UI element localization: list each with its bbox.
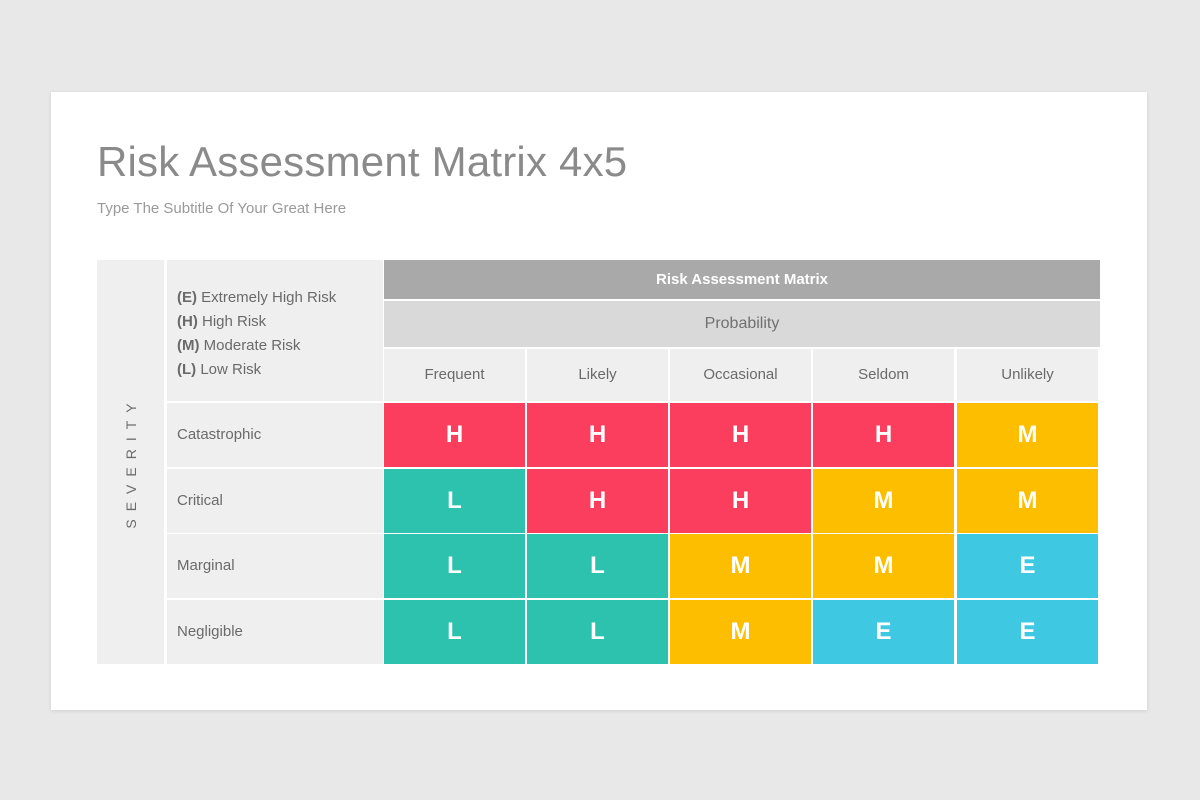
legend-item: (M) Moderate Risk	[177, 334, 336, 358]
risk-cell: M	[957, 403, 1098, 467]
legend-code: (H)	[177, 313, 198, 330]
severity-column: SEVERITY	[97, 260, 164, 664]
risk-cell: H	[527, 403, 668, 467]
risk-cell: L	[384, 469, 525, 533]
legend-item: (H) High Risk	[177, 310, 336, 334]
legend-text: High Risk	[197, 313, 267, 330]
slide: Risk Assessment Matrix 4x5 Type The Subt…	[51, 92, 1147, 710]
risk-cell: E	[957, 600, 1098, 664]
legend-code: (L)	[177, 361, 197, 378]
risk-cell: L	[527, 534, 668, 598]
slide-subtitle: Type The Subtitle Of Your Great Here	[97, 200, 347, 217]
risk-cell: M	[813, 469, 954, 533]
row-label-marginal: Marginal	[167, 534, 383, 598]
legend-code: (M)	[177, 337, 200, 354]
column-header-seldom: Seldom	[813, 349, 954, 401]
legend-text: Extremely High Risk	[197, 289, 337, 306]
risk-cell: H	[670, 403, 811, 467]
risk-cell: L	[384, 600, 525, 664]
risk-cell: E	[957, 534, 1098, 598]
risk-cell: E	[813, 600, 954, 664]
legend-item: (L) Low Risk	[177, 358, 336, 382]
legend-text: Moderate Risk	[199, 337, 301, 354]
risk-cell: H	[670, 469, 811, 533]
risk-cell: M	[813, 534, 954, 598]
probability-header: Probability	[384, 301, 1100, 347]
severity-label: SEVERITY	[122, 395, 139, 529]
risk-legend: (E) Extremely High Risk (H) High Risk (M…	[167, 260, 383, 401]
risk-cell: M	[957, 469, 1098, 533]
row-label-negligible: Negligible	[167, 600, 383, 664]
column-header-frequent: Frequent	[384, 349, 525, 401]
row-label-catastrophic: Catastrophic	[167, 403, 383, 467]
risk-cell: H	[384, 403, 525, 467]
legend-text: Low Risk	[196, 361, 262, 378]
risk-cell: L	[527, 600, 668, 664]
risk-cell: M	[670, 534, 811, 598]
risk-cell: L	[384, 534, 525, 598]
row-label-critical: Critical	[167, 469, 383, 533]
risk-cell: H	[527, 469, 668, 533]
column-header-occasional: Occasional	[670, 349, 811, 401]
matrix-header: Risk Assessment Matrix	[384, 260, 1100, 299]
legend-code: (E)	[177, 289, 197, 306]
column-header-unlikely: Unlikely	[957, 349, 1098, 401]
risk-cell: M	[670, 600, 811, 664]
column-header-likely: Likely	[527, 349, 668, 401]
risk-cell: H	[813, 403, 954, 467]
legend-item: (E) Extremely High Risk	[177, 286, 336, 310]
slide-title: Risk Assessment Matrix 4x5	[97, 138, 628, 185]
